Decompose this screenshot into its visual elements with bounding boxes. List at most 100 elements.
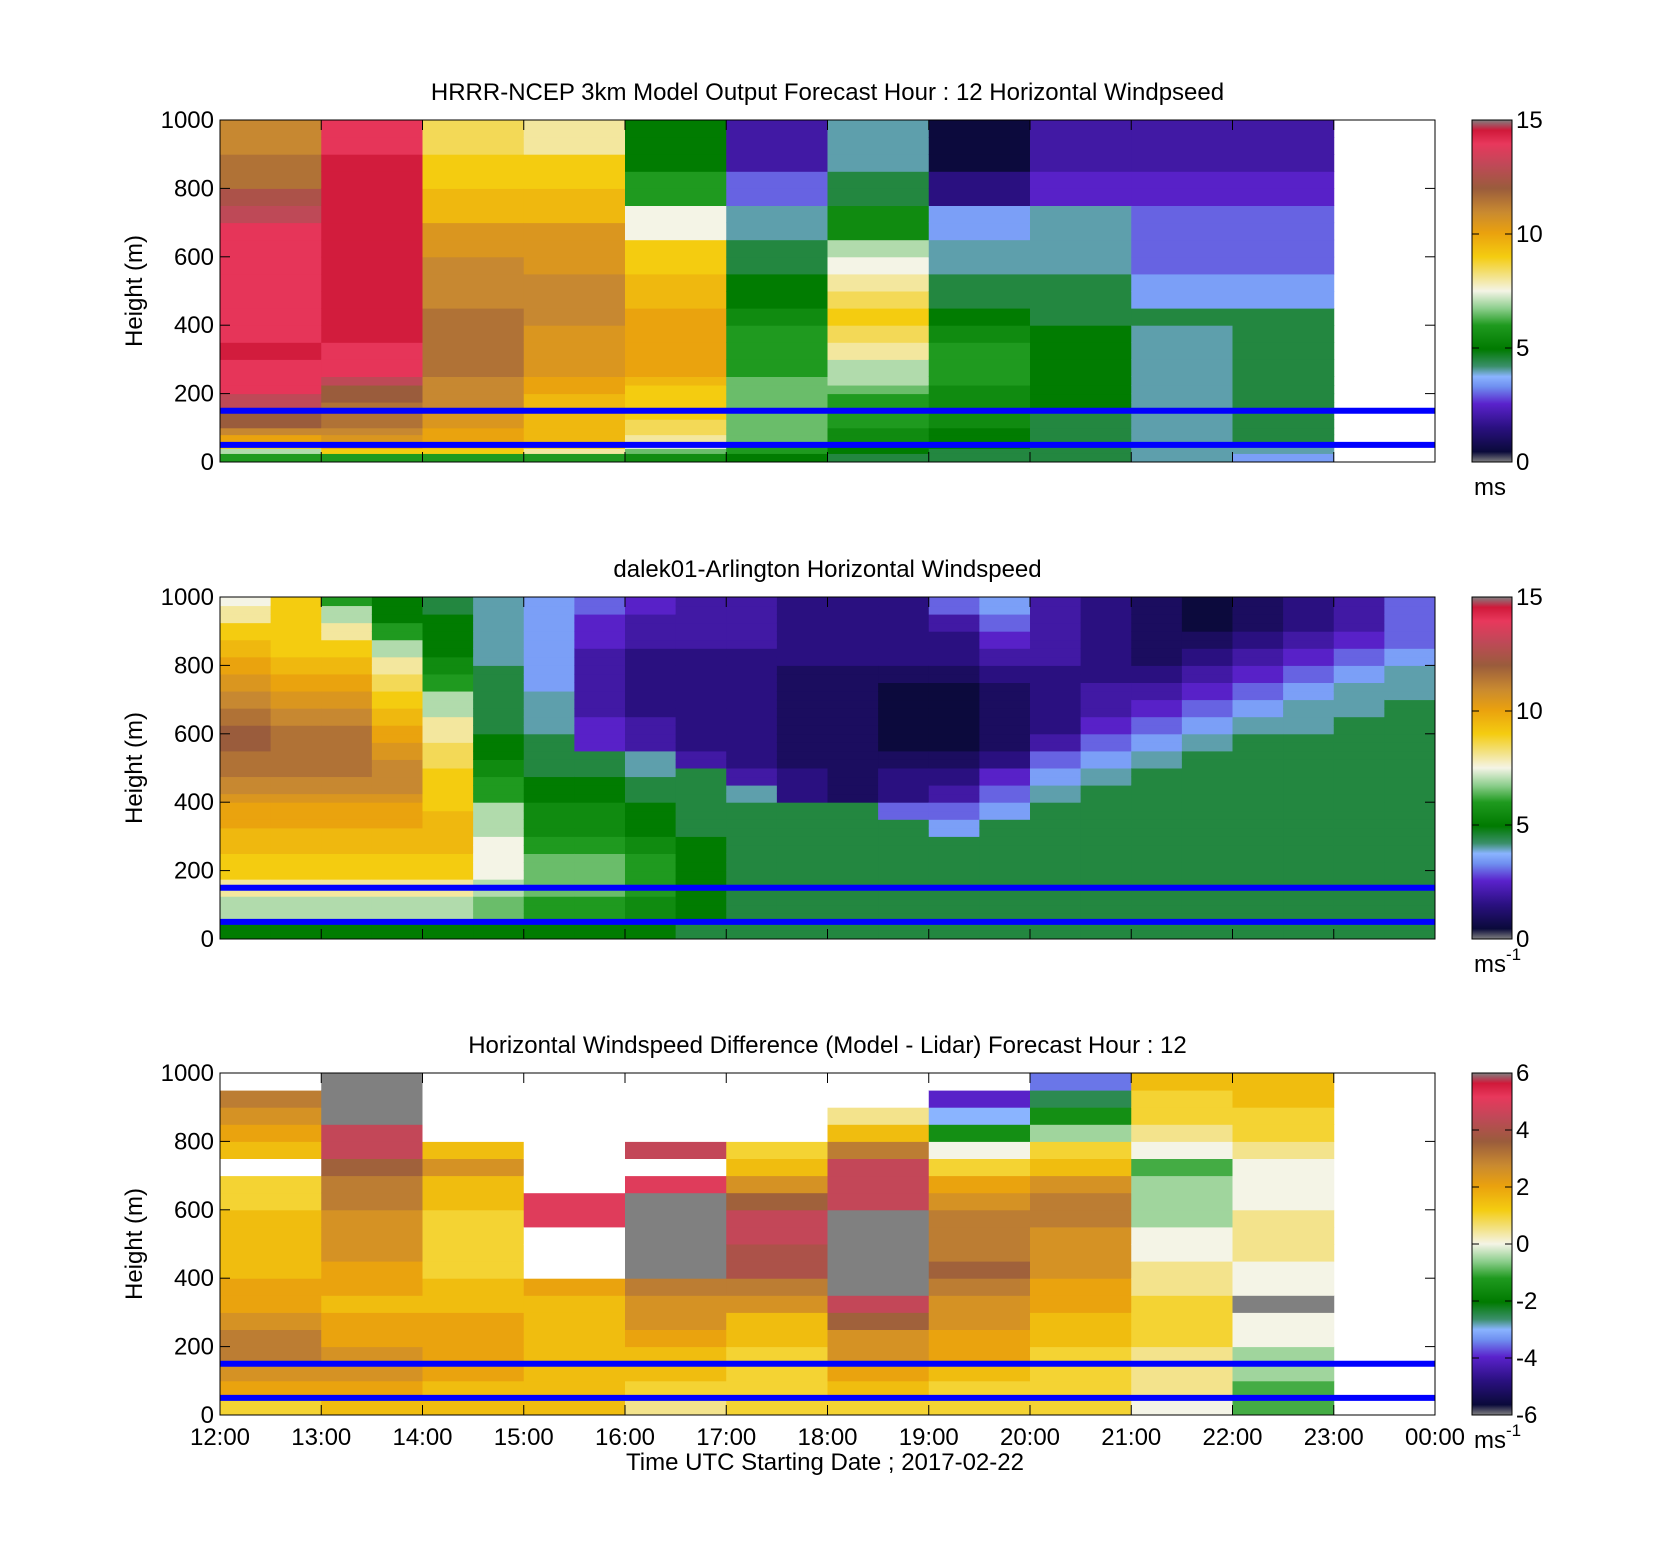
heat-cell bbox=[928, 385, 1031, 395]
heat-cell bbox=[726, 120, 828, 138]
heat-cell bbox=[1384, 639, 1436, 649]
heat-cell bbox=[220, 904, 272, 914]
heat-cell bbox=[321, 673, 373, 683]
heat-cell bbox=[625, 1397, 727, 1416]
heat-cell bbox=[1030, 434, 1132, 442]
heat-cell bbox=[878, 750, 930, 760]
heat-cell bbox=[928, 819, 980, 829]
heat-cell bbox=[726, 1329, 828, 1348]
heat-cell bbox=[827, 665, 879, 675]
heat-cell bbox=[1080, 844, 1132, 854]
heat-cell bbox=[1030, 716, 1082, 726]
panel-title: HRRR-NCEP 3km Model Output Forecast Hour… bbox=[431, 79, 1224, 106]
heat-cell bbox=[523, 308, 626, 326]
heat-cell bbox=[1283, 614, 1335, 624]
heat-cell bbox=[979, 759, 1031, 769]
heat-cell bbox=[827, 1158, 930, 1177]
heat-cell bbox=[726, 614, 778, 624]
heat-cell bbox=[827, 1278, 930, 1296]
heat-cell bbox=[726, 862, 778, 872]
heat-cell bbox=[270, 913, 322, 923]
heat-cell bbox=[1283, 930, 1335, 940]
y-tick-label: 400 bbox=[174, 312, 214, 339]
heat-cell bbox=[675, 921, 727, 931]
colorbar-unit-superscript: -1 bbox=[1506, 1421, 1521, 1440]
heat-cell bbox=[726, 325, 828, 343]
heat-cell bbox=[827, 453, 930, 463]
heat-cell bbox=[1283, 793, 1335, 803]
heat-cell bbox=[422, 836, 474, 846]
heat-cell bbox=[1283, 708, 1335, 718]
heat-cell bbox=[1030, 879, 1082, 889]
heat-cell bbox=[1181, 887, 1233, 897]
colorbar-unit: ms-1 bbox=[1474, 945, 1521, 978]
heat-cell bbox=[422, 819, 474, 829]
heat-cell bbox=[776, 691, 828, 701]
heat-cell bbox=[928, 1192, 1031, 1211]
heat-cell bbox=[220, 291, 322, 309]
heat-cell bbox=[1080, 639, 1132, 649]
heat-cell bbox=[1283, 913, 1335, 923]
heat-cell bbox=[523, 222, 626, 241]
heat-cell bbox=[220, 1175, 322, 1194]
heat-cell bbox=[473, 793, 525, 803]
heat-cell bbox=[321, 862, 373, 872]
heat-cell bbox=[574, 733, 626, 743]
heat-cell bbox=[827, 708, 879, 718]
heat-cell bbox=[473, 870, 525, 880]
heat-cell bbox=[878, 699, 930, 709]
heat-cell bbox=[371, 605, 423, 615]
heat-cell bbox=[220, 410, 322, 420]
heat-cell bbox=[1232, 930, 1284, 940]
heat-cell bbox=[1131, 448, 1233, 454]
heat-cell bbox=[878, 802, 930, 812]
heat-cell bbox=[574, 656, 626, 666]
heat-cell bbox=[1131, 682, 1183, 692]
heat-cell bbox=[827, 1090, 930, 1108]
heat-cell bbox=[625, 385, 727, 395]
heat-cell bbox=[625, 291, 727, 309]
heat-cell bbox=[1030, 656, 1082, 666]
heat-cell bbox=[1131, 1073, 1233, 1091]
heat-cell bbox=[270, 597, 322, 607]
heat-cell bbox=[1283, 896, 1335, 906]
heat-cell bbox=[979, 716, 1031, 726]
heat-cell bbox=[625, 171, 727, 189]
heat-cell bbox=[220, 921, 272, 931]
heat-cell bbox=[776, 656, 828, 666]
heat-cell bbox=[473, 708, 525, 718]
heat-cell bbox=[1283, 716, 1335, 726]
heat-cell bbox=[1080, 665, 1132, 675]
heat-cell bbox=[321, 930, 373, 940]
heat-cell bbox=[1384, 827, 1436, 837]
heat-cell bbox=[1232, 410, 1335, 420]
heat-cell bbox=[625, 921, 677, 931]
heat-cell bbox=[1384, 708, 1436, 718]
heat-cell bbox=[1232, 793, 1284, 803]
heat-cell bbox=[321, 768, 373, 778]
heat-cell bbox=[878, 844, 930, 854]
heat-cell bbox=[371, 691, 423, 701]
heat-cell bbox=[1131, 1295, 1233, 1313]
heat-cell bbox=[270, 802, 322, 812]
heat-cell bbox=[1030, 448, 1132, 454]
heat-cell bbox=[1283, 742, 1335, 752]
heat-cell bbox=[928, 205, 1031, 224]
heat-cell bbox=[1030, 819, 1082, 829]
panel-title: Horizontal Windspeed Difference (Model -… bbox=[468, 1032, 1187, 1059]
heat-cell bbox=[827, 1226, 930, 1245]
heat-cell bbox=[928, 913, 980, 923]
heat-cell bbox=[1030, 1124, 1132, 1142]
heat-cell bbox=[776, 879, 828, 889]
heat-cell bbox=[625, 402, 727, 412]
heat-cell bbox=[422, 453, 525, 463]
heat-cell bbox=[574, 631, 626, 641]
heatmap-cells bbox=[220, 120, 1335, 463]
heat-cell bbox=[928, 742, 980, 752]
heat-cell bbox=[1384, 759, 1436, 769]
heat-cell bbox=[1131, 622, 1183, 632]
panel-1: HRRR-NCEP 3km Model Output Forecast Hour… bbox=[121, 79, 1543, 501]
heat-cell bbox=[878, 665, 930, 675]
heat-cell bbox=[1131, 291, 1233, 309]
heat-cell bbox=[1232, 385, 1335, 395]
